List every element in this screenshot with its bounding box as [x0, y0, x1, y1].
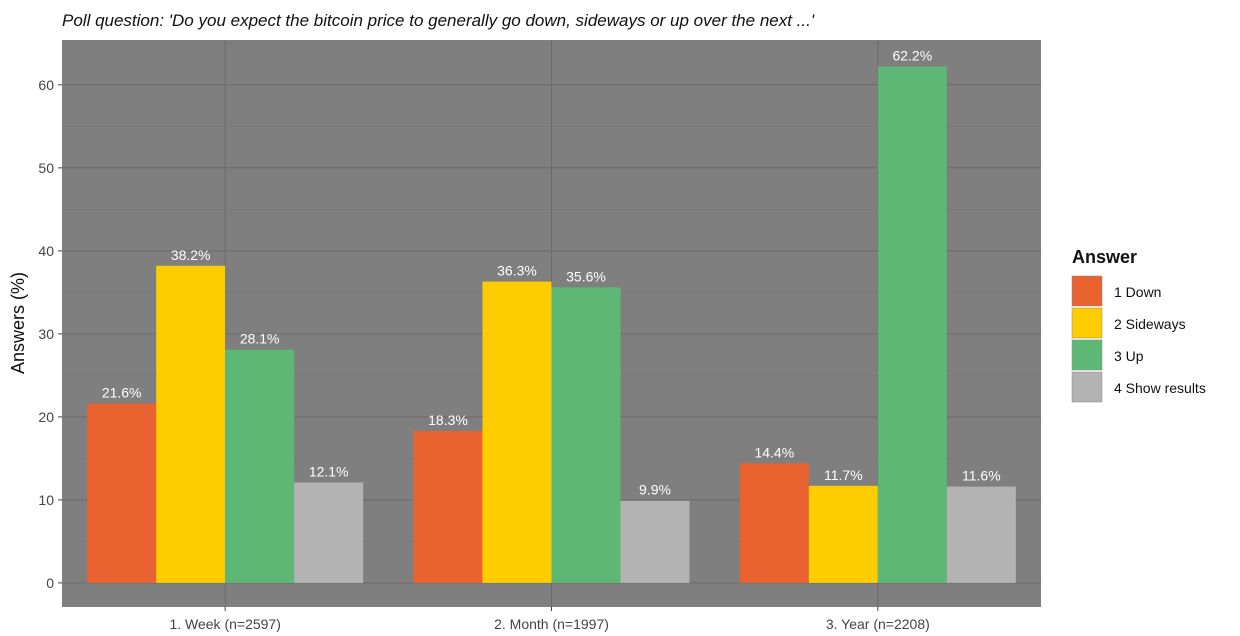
data-label: 36.3%	[497, 263, 537, 279]
bar	[808, 485, 878, 583]
y-tick-label: 40	[38, 243, 54, 259]
legend-label: 3 Up	[1114, 348, 1144, 364]
data-label: 11.7%	[824, 467, 863, 483]
y-tick-label: 10	[38, 492, 54, 508]
legend-title: Answer	[1072, 247, 1137, 267]
bar	[413, 431, 483, 583]
data-label: 11.6%	[962, 468, 1001, 484]
x-tick-label: 2. Month (n=1997)	[494, 616, 609, 632]
legend-swatch	[1071, 339, 1103, 371]
data-label: 38.2%	[171, 247, 211, 263]
bar	[739, 463, 809, 583]
x-tick-label: 3. Year (n=2208)	[826, 616, 930, 632]
bar	[482, 281, 552, 583]
y-tick-label: 30	[38, 326, 54, 342]
bar	[620, 500, 690, 583]
data-label: 28.1%	[240, 331, 280, 347]
legend-label: 4 Show results	[1114, 380, 1206, 396]
y-axis-label: Answers (%)	[8, 272, 28, 374]
bar	[877, 66, 947, 583]
legend: Answer 1 Down 2 Sideways 3 Up 4 Show results	[1071, 247, 1206, 403]
data-label: 62.2%	[892, 48, 932, 64]
bar	[225, 349, 295, 583]
x-tick-label: 1. Week (n=2597)	[169, 616, 280, 632]
legend-swatch	[1071, 275, 1103, 307]
data-label: 18.3%	[428, 412, 468, 428]
data-label: 9.9%	[639, 482, 671, 498]
bar	[294, 482, 364, 583]
data-label: 14.4%	[754, 444, 794, 460]
legend-label: 1 Down	[1114, 284, 1161, 300]
y-tick-label: 20	[38, 409, 54, 425]
bar	[946, 486, 1016, 583]
data-label: 12.1%	[309, 463, 349, 479]
legend-swatch	[1071, 307, 1103, 339]
bar	[156, 265, 226, 583]
data-label: 21.6%	[102, 385, 142, 401]
chart-subtitle: Poll question: 'Do you expect the bitcoi…	[62, 11, 815, 30]
legend-swatch	[1071, 371, 1103, 403]
data-label: 35.6%	[566, 268, 606, 284]
bar	[87, 403, 157, 583]
y-tick-label: 50	[38, 160, 54, 176]
y-tick-label: 0	[46, 575, 54, 591]
y-tick-label: 60	[38, 77, 54, 93]
bar	[551, 287, 621, 583]
legend-label: 2 Sideways	[1114, 316, 1186, 332]
